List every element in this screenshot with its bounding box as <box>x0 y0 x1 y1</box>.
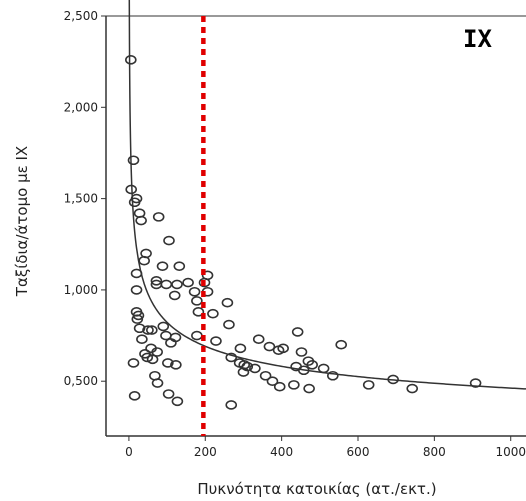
x-tick-label: 600 <box>347 445 370 459</box>
data-point <box>138 255 150 266</box>
x-ticks: 0 200 400 600 800 1000 <box>125 436 526 459</box>
data-point <box>469 378 482 388</box>
data-point <box>165 338 177 348</box>
data-point <box>160 279 173 290</box>
data-point <box>335 339 348 350</box>
data-point <box>326 370 339 381</box>
data-point <box>225 352 238 363</box>
data-point <box>291 327 304 337</box>
data-point <box>234 343 247 354</box>
data-point <box>273 381 286 392</box>
data-point <box>127 155 140 166</box>
y-axis-title: Ταξίδια/άτομο με ΙΧ <box>13 146 31 297</box>
fit-curve <box>128 0 526 390</box>
data-point <box>210 336 222 346</box>
data-point <box>168 290 181 301</box>
panel-label: IX <box>463 25 492 53</box>
data-point <box>152 212 165 222</box>
data-point <box>135 215 147 226</box>
data-point <box>173 261 186 271</box>
data-point <box>259 370 272 381</box>
data-point <box>146 325 158 335</box>
data-point <box>151 347 163 357</box>
data-point <box>192 307 205 317</box>
data-point <box>156 261 169 271</box>
data-point <box>132 310 145 321</box>
data-points <box>125 55 482 410</box>
data-point <box>223 319 235 330</box>
data-point <box>157 321 170 332</box>
data-point <box>150 279 163 290</box>
y-tick-label: 1,500 <box>64 192 98 206</box>
data-point <box>238 359 251 370</box>
data-point <box>207 308 219 319</box>
data-point <box>170 359 182 370</box>
data-point <box>151 378 164 388</box>
data-point <box>272 345 285 355</box>
data-point <box>362 380 375 390</box>
x-tick-label: 400 <box>270 445 293 459</box>
data-point <box>303 383 315 394</box>
data-point <box>306 359 318 370</box>
data-point <box>125 55 137 65</box>
data-point <box>128 391 141 401</box>
data-point <box>297 365 310 376</box>
data-point <box>266 376 279 387</box>
data-point <box>171 279 183 290</box>
data-point <box>130 193 143 204</box>
data-point <box>263 341 276 352</box>
x-axis-title: Πυκνότητα κατοικίας (ατ./εκτ.) <box>197 480 436 498</box>
data-point <box>171 396 184 407</box>
data-point <box>127 358 140 368</box>
x-tick-label: 1000 <box>495 445 526 459</box>
data-point <box>317 363 330 374</box>
data-point <box>136 334 148 345</box>
plot-area: 0,500 1,000 1,500 2,000 2,500 0 200 400 600 800 1… <box>64 0 526 459</box>
data-point <box>162 358 174 368</box>
x-tick-label: 0 <box>125 445 133 459</box>
data-point <box>252 334 265 345</box>
y-tick-label: 2,000 <box>64 100 98 114</box>
data-point <box>201 270 214 281</box>
data-point <box>288 380 300 390</box>
y-tick-label: 0,500 <box>64 374 98 388</box>
y-tick-label: 1,000 <box>64 283 98 297</box>
x-tick-label: 800 <box>423 445 446 459</box>
data-point <box>139 349 151 359</box>
data-point <box>221 297 234 308</box>
data-point <box>131 314 144 324</box>
data-point <box>133 323 146 334</box>
y-tick-label: 2,500 <box>64 9 98 23</box>
data-point <box>295 347 308 357</box>
data-point <box>387 374 399 385</box>
data-point <box>182 277 194 288</box>
data-point <box>162 389 175 399</box>
data-point <box>142 325 154 335</box>
data-point <box>191 296 203 306</box>
data-point <box>146 354 159 365</box>
data-point <box>163 235 175 246</box>
x-tick-label: 200 <box>194 445 217 459</box>
data-point <box>125 184 137 195</box>
data-point <box>406 383 419 394</box>
y-ticks: 0,500 1,000 1,500 2,000 2,500 <box>64 9 106 388</box>
data-point <box>249 363 261 374</box>
data-point <box>150 275 163 286</box>
data-point <box>225 400 238 410</box>
data-point <box>191 330 203 341</box>
data-point <box>130 285 143 295</box>
data-point <box>130 268 143 279</box>
data-point <box>188 286 201 297</box>
